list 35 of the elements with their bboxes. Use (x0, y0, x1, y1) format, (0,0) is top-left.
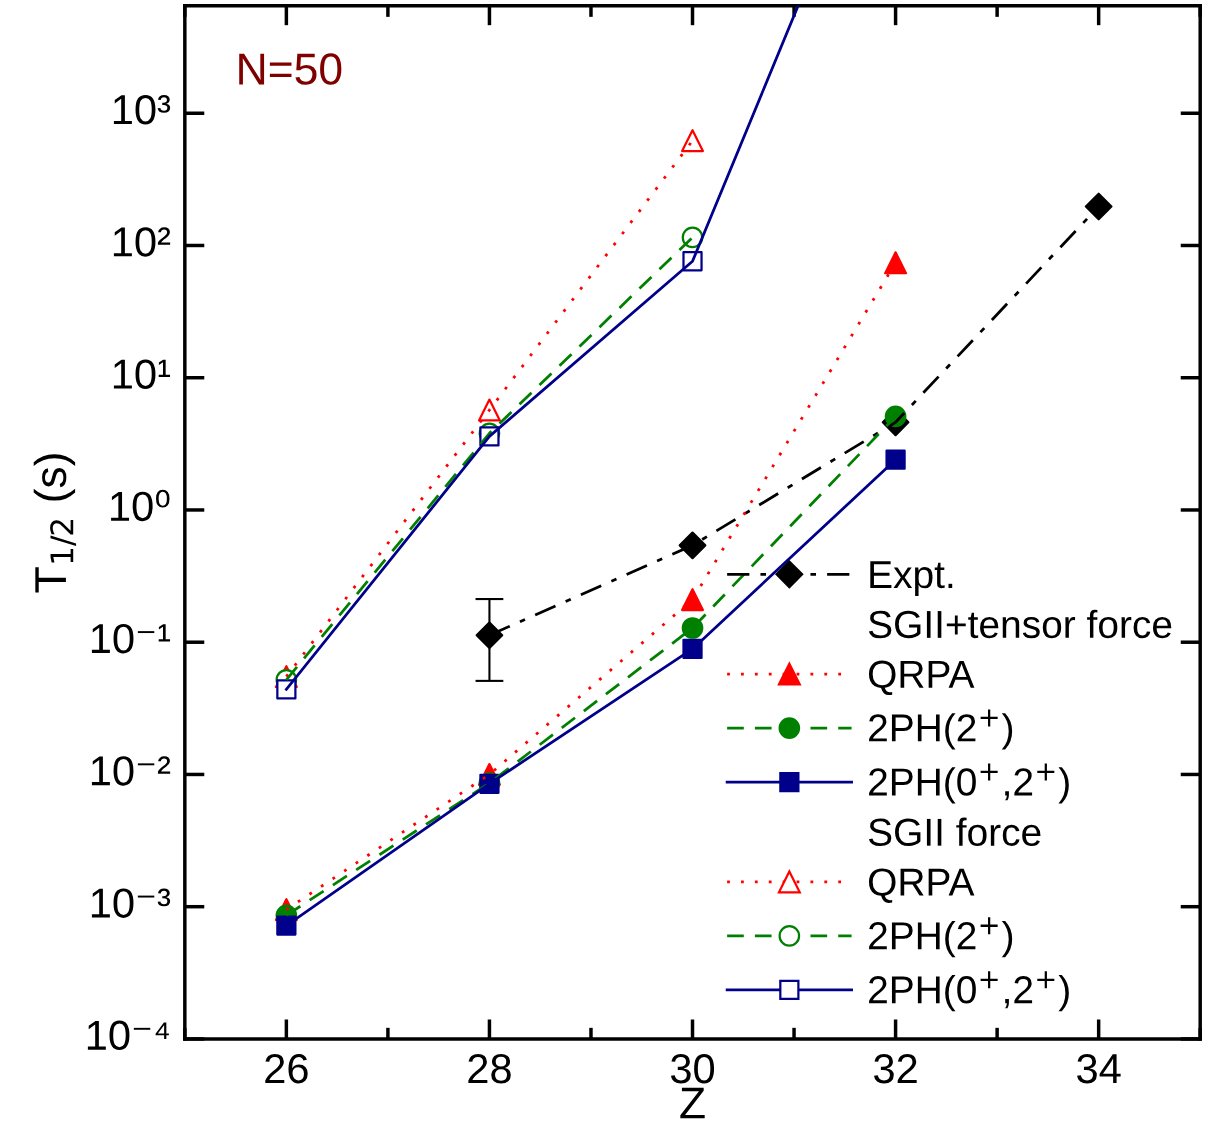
y-tick-label: 10² (113, 227, 171, 257)
y-tick-label: 10⁻⁴ (87, 1020, 169, 1051)
legend-label: 2PH(0$^{+}$,2$^{+}$) (869, 971, 1069, 1012)
point (884, 251, 908, 275)
y-tick-label: 10⁻¹ (91, 623, 171, 654)
y-tick-label: 10⁻³ (91, 888, 171, 918)
point (680, 129, 705, 153)
legend-label: 2PH(2$^{+}$) (869, 917, 1013, 958)
point (477, 398, 501, 422)
point (885, 449, 906, 470)
legend-label: QRPA (868, 660, 975, 696)
x-tick-label: 26 (265, 1053, 308, 1084)
y-tick-label: 10⁰ (111, 489, 170, 522)
x-tick-label: 34 (1077, 1053, 1121, 1084)
annotation: SGII force (868, 817, 1041, 847)
point (681, 617, 704, 639)
point (475, 621, 504, 650)
legend-label: QRPA (868, 868, 975, 903)
point (680, 588, 705, 612)
legend-label: Expt. (870, 561, 953, 597)
y-tick-label: 10¹ (113, 359, 171, 389)
legend-label: 2PH(0$^{+}$,2$^{+}$) (869, 763, 1069, 804)
y-tick-label: 10⁻² (91, 756, 171, 786)
legend-label: 2PH(2$^{+}$) (869, 709, 1013, 750)
x-axis-title: Z (680, 1087, 705, 1119)
point (1084, 192, 1113, 221)
x-tick-label: 28 (468, 1053, 511, 1084)
x-tick-label: 30 (670, 1053, 715, 1084)
annotation: N=50 (239, 53, 342, 85)
y-axis-title: T$_{1/2}$ (s) (33, 454, 77, 593)
point (276, 915, 297, 936)
y-tick-label: 10³ (113, 94, 171, 125)
point (678, 531, 707, 560)
x-tick-label: 32 (874, 1053, 917, 1084)
annotation: SGII+tensor force (868, 609, 1172, 639)
